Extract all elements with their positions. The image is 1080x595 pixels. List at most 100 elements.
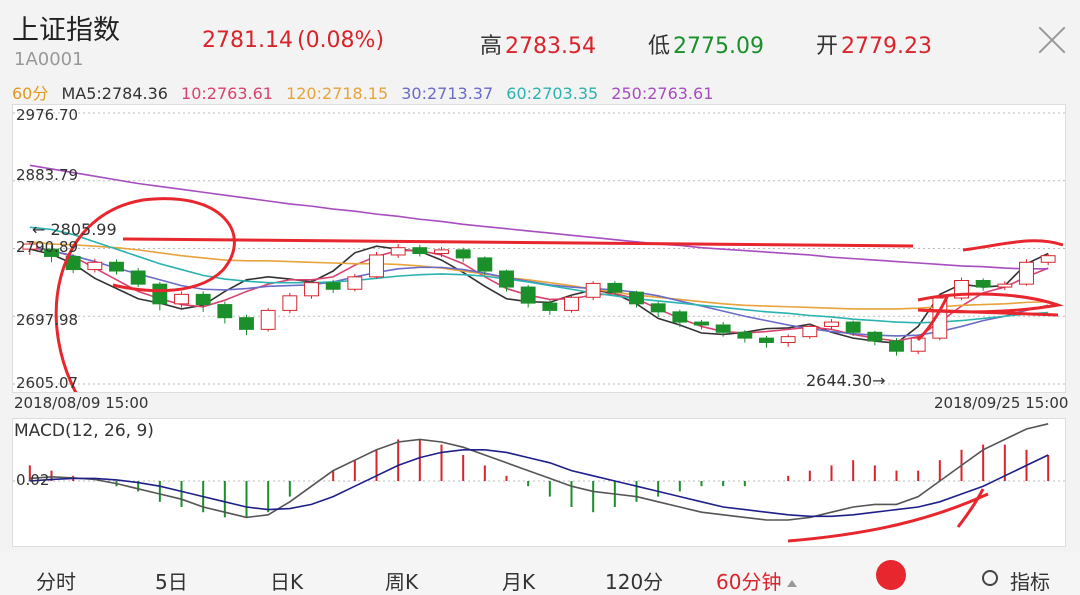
candle	[520, 284, 536, 308]
candle-body	[239, 317, 254, 330]
candle-body	[195, 293, 211, 306]
candle	[780, 334, 796, 347]
quote-header: 上证指数 1A0001 2781.14 (0.08%) 高 2783.54 低 277…	[0, 0, 1080, 78]
macd-chart[interactable]	[12, 418, 1066, 547]
candle	[737, 330, 753, 343]
candle-body	[759, 337, 774, 343]
ma-legend-ma250: 250:2763.61	[611, 84, 714, 103]
candle	[412, 244, 428, 257]
candle-body	[434, 249, 449, 255]
dropdown-arrow-icon	[787, 580, 798, 587]
candle-body	[130, 270, 146, 285]
macd-label: MACD(12, 26, 9)	[14, 421, 154, 441]
candle	[109, 259, 124, 275]
y-tick-3: 2790.89	[16, 238, 79, 256]
x-start-time: 2018/08/09 15:00	[14, 394, 149, 412]
candle-body	[780, 336, 796, 343]
candle	[304, 279, 319, 299]
candle	[867, 330, 883, 346]
candle-body	[347, 276, 363, 290]
candle	[564, 295, 579, 313]
annotation-line	[122, 237, 914, 248]
candle-body	[109, 261, 124, 272]
tab-indicators[interactable]: 指标	[1010, 570, 1050, 594]
close-icon[interactable]	[1036, 24, 1068, 56]
candle	[629, 290, 644, 308]
candle-body	[1019, 261, 1034, 285]
candle	[499, 269, 514, 292]
candle-body	[564, 296, 579, 311]
candle	[845, 320, 861, 336]
tab-60min[interactable]: 60分钟	[716, 566, 798, 595]
tab-daily-k[interactable]: 日K	[270, 570, 304, 594]
candle-body	[694, 321, 709, 326]
candle-body	[867, 331, 883, 342]
candle-body	[304, 282, 319, 297]
tab-120min[interactable]: 120分	[605, 570, 664, 594]
ma-legend-ma5: MA5:2784.36	[61, 84, 168, 103]
candle-body	[44, 248, 59, 257]
candle-body	[477, 257, 493, 272]
index-code: 1A0001	[14, 49, 84, 70]
macd-chart-svg	[13, 423, 1065, 543]
candle	[997, 281, 1013, 290]
candle	[195, 291, 211, 312]
ma-line-120	[29, 241, 1049, 310]
candle-body	[325, 282, 341, 290]
candle-body	[412, 247, 428, 255]
ma-legend-period: 60分	[12, 84, 49, 103]
record-dot-icon[interactable]	[876, 560, 906, 590]
tab-5day[interactable]: 5日	[155, 570, 188, 594]
low-price: 低 2775.09	[648, 34, 764, 59]
candle	[975, 278, 991, 291]
ma-legend: 60分 MA5:2784.36 10:2763.61 120:2718.15 3…	[12, 80, 721, 104]
y-tick-4: 2697.98	[16, 311, 79, 329]
candle-body	[737, 331, 753, 339]
candle	[607, 281, 623, 296]
candle-body	[217, 304, 233, 319]
candle-body	[152, 283, 168, 305]
candle-body	[455, 249, 471, 259]
candle	[954, 277, 969, 301]
candle	[390, 244, 406, 258]
price-chart-svg	[13, 112, 1065, 406]
candle-body	[715, 324, 731, 333]
candle	[715, 322, 731, 337]
y-tick-5: 2605.07	[16, 374, 79, 392]
candle-body	[997, 283, 1013, 288]
candle	[542, 300, 558, 315]
candle-body	[629, 291, 644, 305]
high-price: 高 2783.54	[480, 34, 596, 59]
candle-body	[845, 321, 861, 333]
annotation-ellipse	[917, 292, 1064, 317]
candle	[87, 258, 103, 273]
annotation-circle	[54, 197, 236, 406]
tab-monthly-k[interactable]: 月K	[502, 570, 536, 594]
candle-body	[369, 254, 384, 278]
candle	[174, 291, 189, 308]
candle	[650, 301, 666, 317]
candle-body	[174, 293, 189, 305]
candle	[932, 295, 948, 341]
candle-body	[282, 295, 298, 311]
indicator-icon[interactable]	[982, 570, 998, 586]
candle	[44, 245, 59, 263]
tab-intraday[interactable]: 分时	[36, 570, 76, 594]
price-chart[interactable]	[12, 104, 1066, 406]
candle-body	[499, 270, 514, 288]
ma-line-60	[29, 226, 1049, 324]
ma-line-250	[29, 164, 1049, 270]
low-annotation: 2644.30→	[806, 371, 886, 390]
candle	[889, 338, 904, 356]
candle-body	[260, 309, 276, 330]
high-annotation: ← 2805.99	[32, 220, 117, 239]
candle	[65, 254, 81, 274]
tab-weekly-k[interactable]: 周K	[385, 570, 419, 594]
annotation-line-right	[962, 239, 1064, 252]
candle	[824, 319, 839, 330]
index-title: 上证指数	[12, 15, 120, 46]
candle	[282, 292, 298, 314]
candle	[759, 335, 774, 348]
open-price: 开 2779.23	[816, 34, 932, 59]
candle-body	[585, 282, 601, 298]
